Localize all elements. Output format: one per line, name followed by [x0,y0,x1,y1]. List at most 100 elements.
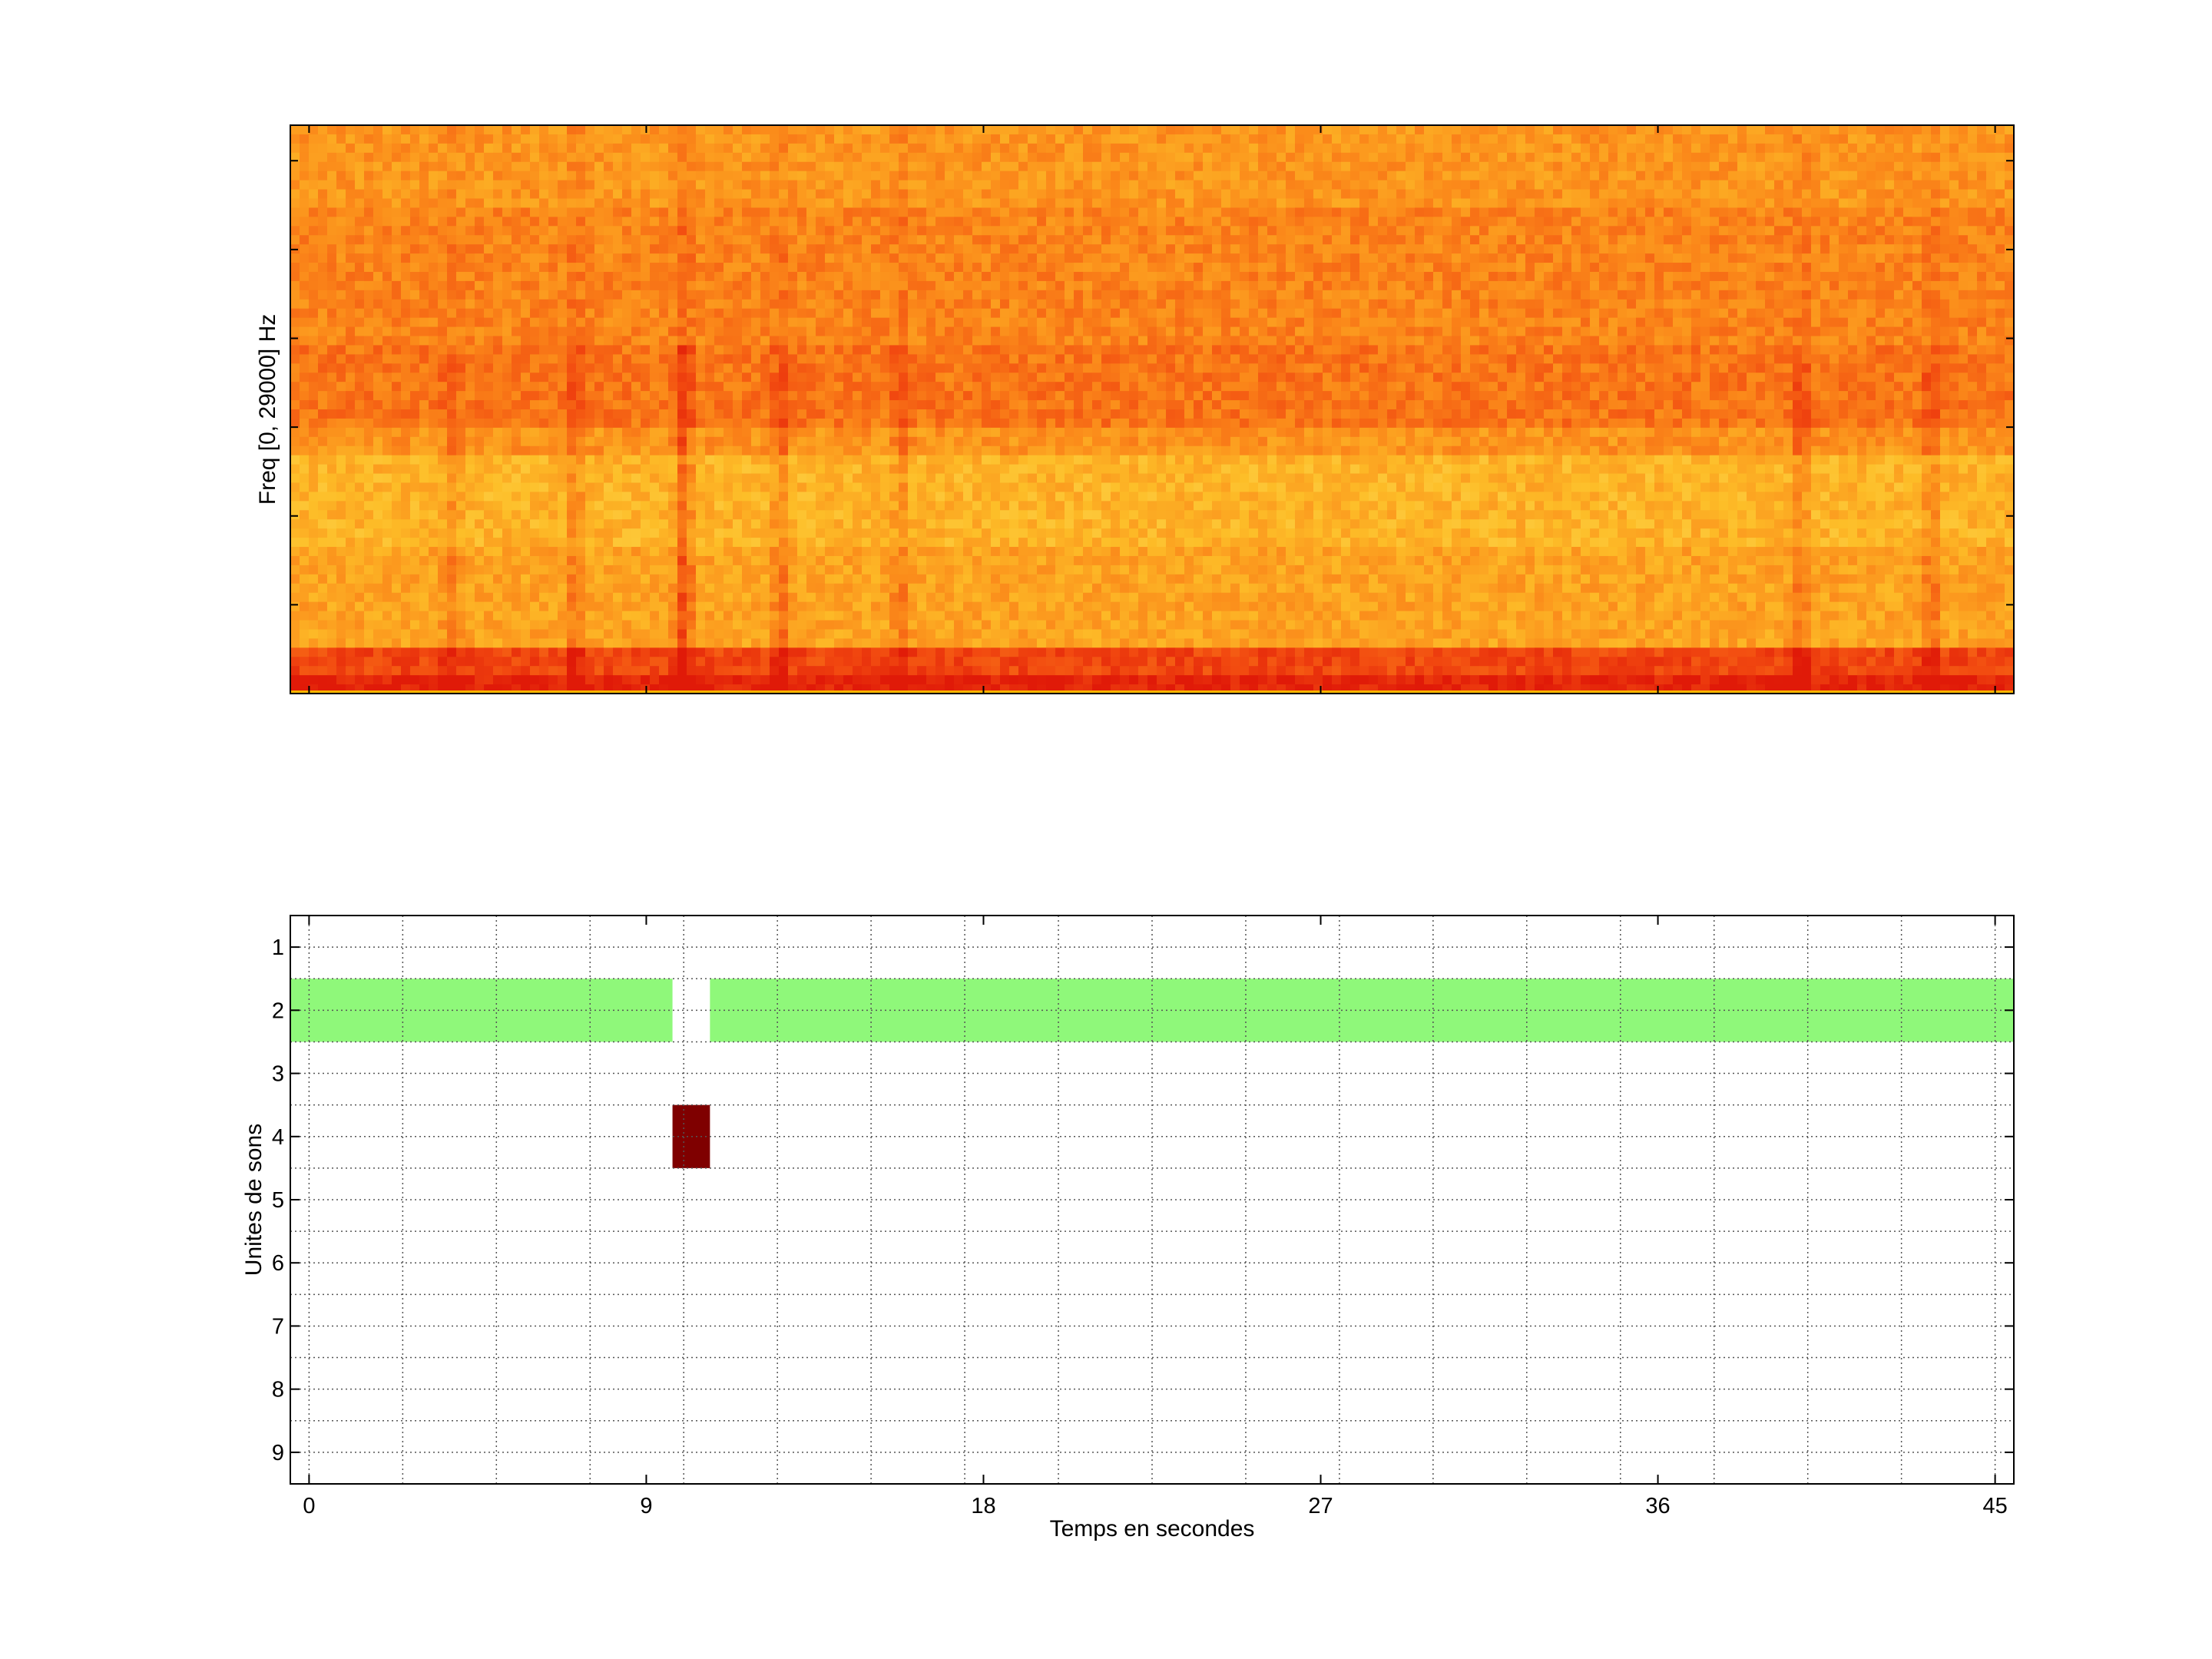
spectrogram-cell [714,611,724,621]
spectrogram-cell [991,528,1001,538]
spectrogram-cell [880,152,890,163]
spectrogram-cell [558,382,568,392]
spectrogram-cell [825,226,835,236]
spectrogram-cell [512,601,522,612]
spectrogram-cell [687,409,697,419]
spectrogram-cell [594,125,604,135]
spectrogram-cell [779,152,789,163]
spectrogram-cell [355,492,365,502]
spectrogram-cell [530,620,540,631]
spectrogram-cell [1028,198,1038,209]
spectrogram-cell [935,134,945,144]
spectrogram-cell [576,290,586,300]
spectrogram-cell [687,620,697,631]
spectrogram-cell [355,455,365,465]
spectrogram-cell [770,290,780,300]
spectrogram-cell [346,538,356,548]
spectrogram-cell [899,445,909,456]
spectrogram-cell [493,436,503,447]
spectrogram-cell [650,427,660,438]
spectrogram-cell [806,684,816,694]
spectrogram-cell [382,382,392,392]
spectrogram-cell [954,253,964,263]
spectrogram-cell [594,161,604,172]
spectrogram-cell [530,299,540,310]
spectrogram-cell [392,143,402,154]
spectrogram-cell [972,427,982,438]
spectrogram-cell [677,373,687,382]
spectrogram-cell [733,363,743,373]
spectrogram-cell [788,638,798,648]
spectrogram-cell [392,538,402,548]
spectrogram-cell [908,363,918,373]
spectrogram-cell [309,455,319,465]
spectrogram-cell [862,336,872,346]
spectrogram-cell [770,171,780,181]
spectrogram-cell [788,519,798,529]
spectrogram-cell [548,492,558,502]
spectrogram-cell [650,171,660,181]
spectrogram-cell [309,482,319,493]
spectrogram-cell [604,235,614,245]
spectrogram-cell [631,427,641,438]
spectrogram-cell [355,326,365,337]
spectrogram-cell [355,565,365,575]
spectrogram-cell [484,565,494,575]
spectrogram-cell [806,189,816,200]
spectrogram-cell [797,427,807,438]
spectrogram-cell [862,354,872,364]
spectrogram-cell [668,336,678,346]
spectrogram-cell [641,244,651,254]
spectrogram-cell [364,391,374,401]
spectrogram-cell [613,501,623,511]
spectrogram-cell [714,189,724,200]
spectrogram-cell [1000,464,1010,475]
spectrogram-cell [465,207,475,217]
spectrogram-cell [650,143,660,154]
spectrogram-cell [825,519,835,529]
spectrogram-cell [382,143,392,154]
spectrogram-cell [336,409,346,419]
spectrogram-cell [871,143,881,154]
spectrogram-cell [963,244,973,254]
spectrogram-cell [862,583,872,594]
spectrogram-cell [622,253,632,263]
spectrogram-cell [889,436,899,447]
spectrogram-cell [309,171,319,181]
spectrogram-cell [696,464,706,475]
spectrogram-cell [548,675,558,685]
spectrogram-cell [696,354,706,364]
spectrogram-cell [779,235,789,245]
spectrogram-cell [733,263,743,273]
spectrogram-cell [714,400,724,410]
spectrogram-cell [456,180,466,190]
spectrogram-cell [622,501,632,511]
spectrogram-cell [594,629,604,639]
spectrogram-cell [576,161,586,172]
spectrogram-cell [724,473,733,484]
spectrogram-cell [631,271,641,282]
spectrogram-cell [668,152,678,163]
spectrogram-cell [521,345,531,355]
spectrogram-cell [429,657,439,667]
spectrogram-cell [1009,629,1019,639]
spectrogram-cell [613,547,623,557]
spectrogram-cell [641,574,651,584]
spectrogram-cell [465,290,475,300]
spectrogram-cell [346,427,356,438]
spectrogram-cell [585,189,595,200]
spectrogram-cell [521,574,531,584]
spectrogram-cell [668,583,678,594]
spectrogram-cell [788,620,798,631]
spectrogram-cell [935,583,945,594]
spectrogram-cell [502,198,512,209]
spectrogram-cell [419,207,429,217]
spectrogram-cell [853,638,863,648]
spectrogram-cell [558,611,568,621]
spectrogram-cell [687,271,697,282]
spectrogram-cell [816,574,826,584]
spectrogram-cell [475,161,485,172]
spectrogram-cell [401,326,411,337]
spectrogram-cell [899,280,909,291]
spectrogram-cell [429,180,439,190]
